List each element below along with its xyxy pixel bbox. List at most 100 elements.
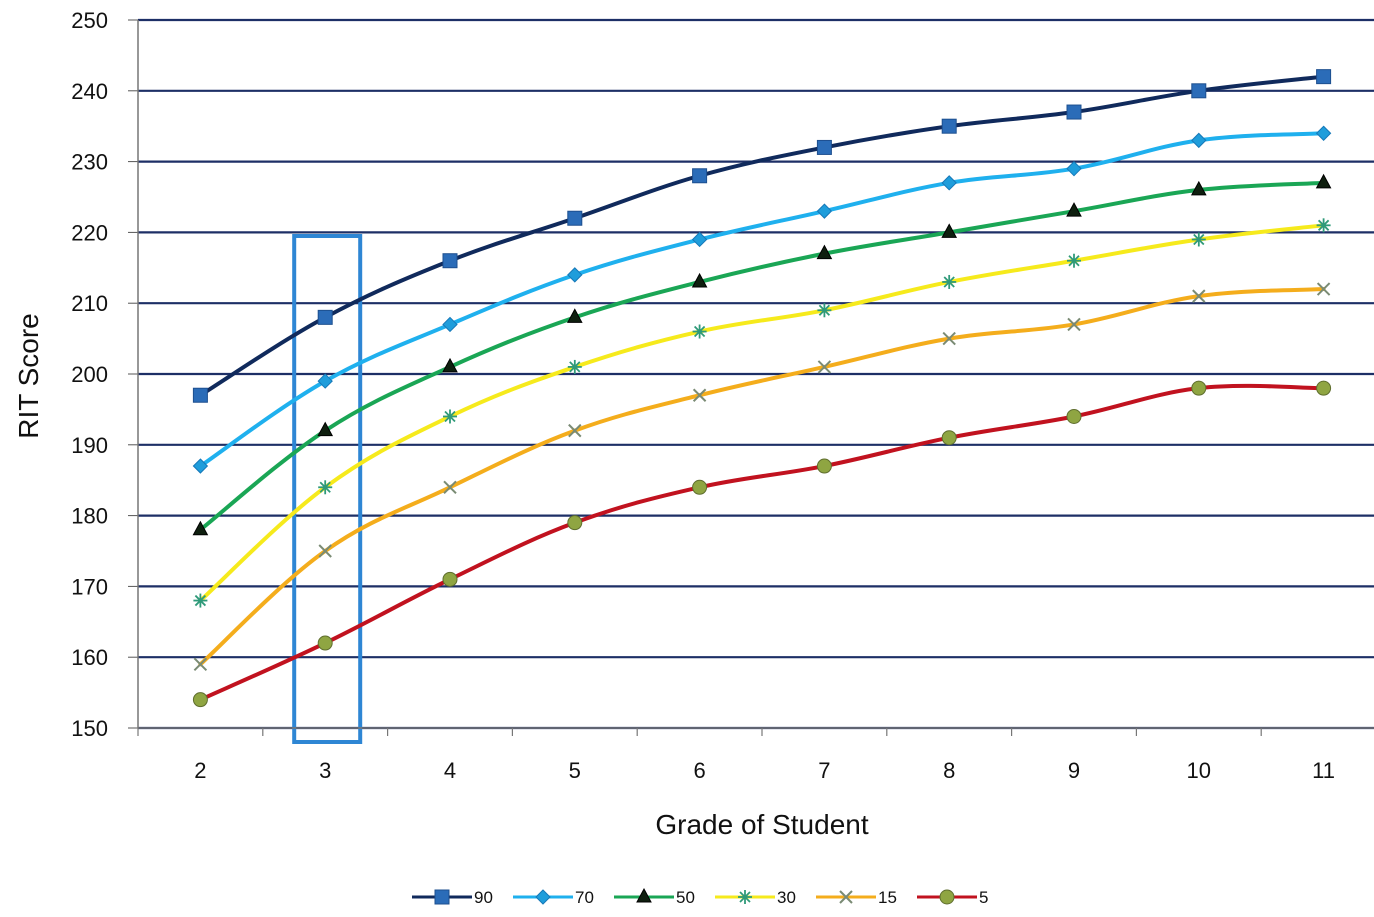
series-line-90	[198, 74, 1326, 398]
y-tick-label: 190	[71, 433, 108, 458]
series-5	[192, 380, 1332, 708]
y-tick-label: 250	[71, 8, 108, 33]
series-line-15	[198, 287, 1326, 667]
x-tick-label: 6	[693, 758, 705, 783]
data-point	[1316, 218, 1331, 233]
data-point	[1191, 132, 1207, 149]
legend-label: 30	[777, 888, 796, 907]
x-stroke	[839, 890, 853, 904]
data-point	[192, 458, 209, 474]
data-point	[318, 480, 333, 495]
data-point	[1191, 83, 1207, 99]
data-point	[1066, 104, 1082, 120]
data-point	[941, 118, 957, 134]
data-point	[839, 890, 853, 904]
asterisk-stroke	[1317, 219, 1330, 231]
asterisk-stroke	[739, 891, 751, 903]
data-point	[1192, 289, 1206, 303]
y-tick-label: 230	[71, 150, 108, 175]
y-tick-label: 160	[71, 645, 108, 670]
data-point	[1316, 69, 1332, 85]
data-point	[1190, 180, 1207, 196]
data-point	[567, 267, 583, 283]
data-point	[192, 692, 208, 708]
series-30	[193, 218, 1331, 608]
x-tick-label: 10	[1187, 758, 1211, 783]
data-point	[318, 544, 332, 558]
x-stroke	[193, 657, 208, 671]
asterisk-stroke	[194, 594, 207, 607]
legend-item-90: 90	[412, 888, 493, 907]
data-point	[1066, 408, 1082, 424]
series-line-50	[198, 180, 1326, 532]
data-point	[692, 324, 707, 339]
highlight-box-grade-3	[292, 234, 363, 744]
series-15	[193, 282, 1331, 671]
x-stroke	[568, 423, 582, 438]
series-line-30	[198, 223, 1326, 603]
data-point	[1067, 317, 1081, 332]
data-point	[1316, 282, 1331, 296]
x-stroke	[1316, 282, 1331, 296]
y-tick-label: 170	[71, 574, 108, 599]
data-point	[317, 309, 333, 325]
legend-item-30: 30	[715, 888, 796, 907]
data-point	[691, 231, 708, 248]
series-line-70	[198, 131, 1326, 469]
y-tick-label: 240	[71, 79, 108, 104]
data-point	[939, 889, 955, 905]
x-stroke	[692, 388, 707, 402]
data-point	[442, 316, 458, 333]
data-point	[567, 359, 582, 374]
legend-item-5: 5	[917, 888, 988, 907]
highlight-layer	[292, 234, 363, 744]
legend-label: 5	[979, 888, 988, 907]
data-point	[568, 423, 582, 438]
data-point	[567, 515, 583, 531]
data-point	[816, 244, 833, 260]
legend-item-50: 50	[614, 887, 695, 907]
data-point	[434, 889, 450, 905]
asterisk-stroke	[569, 361, 581, 373]
legend-label: 90	[474, 888, 493, 907]
series-line-5	[198, 383, 1326, 702]
data-point	[1315, 125, 1332, 141]
legend: 90 70 50 30 15 5	[412, 887, 988, 907]
data-point	[317, 635, 333, 651]
data-point	[816, 458, 832, 474]
asterisk-stroke	[693, 325, 706, 338]
data-point	[1066, 202, 1082, 217]
x-stroke	[1192, 289, 1206, 303]
data-point	[1191, 380, 1207, 396]
series-layer	[192, 69, 1332, 708]
legend-item-70: 70	[513, 888, 594, 907]
asterisk-stroke	[444, 410, 456, 423]
data-point	[317, 421, 334, 437]
data-point	[1316, 380, 1332, 396]
y-axis-title: RIT Score	[13, 313, 44, 439]
legend-label: 70	[575, 888, 594, 907]
data-point	[817, 303, 832, 318]
data-point	[692, 388, 707, 402]
data-point	[193, 657, 208, 671]
data-point	[692, 168, 708, 184]
data-point	[942, 331, 956, 346]
y-tick-label: 220	[71, 220, 108, 245]
asterisk-stroke	[943, 276, 955, 288]
data-point	[566, 308, 583, 323]
series-70	[192, 125, 1332, 474]
asterisk-stroke	[1068, 255, 1080, 267]
y-tick-label: 150	[71, 716, 108, 741]
x-tick-label: 7	[818, 758, 830, 783]
x-stroke	[1067, 317, 1081, 332]
data-point	[941, 175, 957, 191]
data-point	[443, 409, 457, 424]
gridlines	[138, 18, 1374, 730]
data-point	[567, 210, 583, 226]
x-stroke	[817, 360, 832, 374]
x-stroke	[443, 480, 457, 494]
x-tick-label: 11	[1312, 758, 1335, 783]
data-point	[442, 357, 458, 373]
